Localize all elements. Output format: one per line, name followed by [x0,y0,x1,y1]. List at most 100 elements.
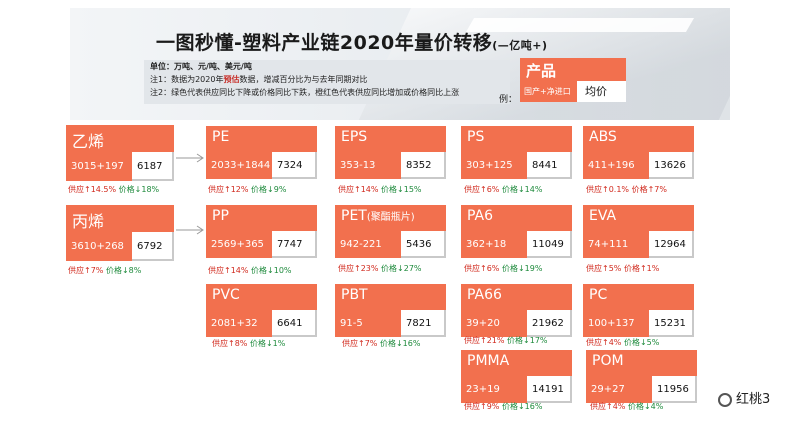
note-1: 注1：数据为2020年预估数据，增减百分比为与去年同期对比 [150,73,510,86]
page-title: 一图秒懂-塑料产业链2020年量价转移(—亿吨+) [156,28,548,55]
card-name: PA66 [467,287,502,303]
price-change: 价格↓18% [118,185,160,194]
card-supply: 23+19 [461,376,527,403]
change-pa6: 供应↑6% 价格↓19% [464,263,542,274]
change-pp: 供应↑14% 价格↓10% [208,265,292,276]
card-supply: 39+20 [461,310,527,337]
card-top [586,350,697,376]
card-price: 11049 [527,231,572,258]
note-2: 注2：绿色代表供应同比下降或价格同比下跌，橙红色代表供应同比增加或价格同比上涨 [150,88,460,97]
card-name-sub: (聚酯瓶片) [366,212,415,223]
price-change: 价格↓17% [507,336,548,345]
supply-change: 供应↑7% [342,339,378,348]
card-price: 14191 [527,376,572,403]
card-top [66,125,174,152]
card-supply: 2033+1844 [206,152,272,179]
card-name: EVA [589,208,617,224]
card-pmma: PMMA 23+19 14191 [461,350,572,403]
example-name: 产品 [526,62,557,80]
example-card-top [520,58,626,81]
card-top [461,284,572,310]
watermark: 红桃3 [718,388,770,407]
card-supply: 29+27 [586,376,652,403]
card-top [206,205,317,231]
card-name: PC [589,287,608,303]
card-supply: 3610+268 [66,232,132,261]
change-pvc: 供应↑8% 价格↓1% [212,338,285,349]
card-price: 5436 [401,231,446,258]
supply-change: 供应↑4% [586,338,622,347]
card-name: 乙烯 [72,132,105,151]
card-supply: 353-13 [335,152,401,179]
change-propylene: 供应↑7% 价格↓8% [68,265,141,276]
change-eva: 供应↑5% 价格↑1% [586,263,659,274]
card-price: 7747 [272,231,317,258]
note-1-prefix: 注1：数据为2020年 [150,75,224,84]
price-change: 价格↓1% [249,339,286,348]
card-name: EPS [341,129,368,145]
card-price: 6641 [272,310,317,337]
card-ps: PS 303+125 8441 [461,126,572,179]
supply-change: 供应↑9% [464,402,500,411]
supply-change: 供应↑4% [590,402,626,411]
change-pbt: 供应↑7% 价格↓16% [342,338,420,349]
card-price: 7821 [401,310,446,337]
price-change: 价格↓10% [251,266,292,275]
card-pe: PE 2033+1844 7324 [206,126,317,179]
supply-change: 供应↑14% [338,185,379,194]
card-price: 7324 [272,152,317,179]
card-eva: EVA 74+111 12964 [583,205,694,258]
card-price: 21962 [527,310,572,337]
card-name: PA6 [467,208,494,224]
card-top [461,126,572,152]
card-top [335,205,446,231]
card-pom: POM 29+27 11956 [586,350,697,403]
change-pa66: 供应↑21% 价格↓17% [464,335,548,346]
card-pet: PET(聚酯瓶片) 942-221 5436 [335,205,446,258]
change-eps: 供应↑14% 价格↓15% [338,184,422,195]
example-label: 例： [499,95,518,105]
price-change: 价格↓5% [623,338,660,347]
card-pp: PP 2569+365 7747 [206,205,317,258]
supply-change: 供应↑6% [464,264,500,273]
change-pet: 供应↑23% 价格↓27% [338,263,422,274]
unit-line: 单位：万吨、元/吨、美元/吨 [150,62,252,71]
card-supply: 2081+32 [206,310,272,337]
card-name: ABS [589,129,617,145]
card-abs: ABS 411+196 13626 [583,126,694,179]
change-pe: 供应↑12% 价格↓9% [208,184,286,195]
card-top [583,205,694,231]
card-propylene: 丙烯 3610+268 6792 [66,205,174,261]
note-1-suffix: 数据，增减百分比为与去年同期对比 [239,75,368,84]
supply-change: 供应↑8% [212,339,248,348]
card-top [583,126,694,152]
notes-box: 单位：万吨、元/吨、美元/吨 注1：数据为2020年预估数据，增减百分比为与去年… [144,60,510,104]
price-change: 价格↓19% [501,264,543,273]
card-supply: 91-5 [335,310,401,337]
arrow-ethylene-to-pe [176,153,204,163]
card-pa6: PA6 362+18 11049 [461,205,572,258]
watermark-text: 红桃3 [736,392,771,407]
change-ps: 供应↑6% 价格↓14% [464,184,542,195]
supply-change: 供应↑23% [338,264,379,273]
card-supply: 3015+197 [66,152,132,181]
card-name: PVC [212,287,240,303]
change-pc: 供应↑4% 价格↓5% [586,337,659,348]
price-change: 价格↓15% [381,185,422,194]
price-change: 价格↓14% [501,185,543,194]
title-text: 一图秒懂-塑料产业链2020年量价转移 [156,32,493,54]
price-change: 价格↓16% [379,339,421,348]
supply-change: 供应↑6% [464,185,500,194]
supply-change: 供应↑14% [208,266,249,275]
card-supply: 411+196 [583,152,649,179]
title-unit: (—亿吨+) [492,39,548,52]
card-price: 6792 [132,232,174,261]
card-pbt: PBT 91-5 7821 [335,284,446,337]
card-price: 13626 [649,152,694,179]
card-top [461,205,572,231]
card-supply: 362+18 [461,231,527,258]
change-abs: 供应↑0.1% 价格↑7% [586,184,667,195]
card-price: 15231 [649,310,694,337]
price-change: 价格↑7% [631,185,667,194]
card-supply: 100+137 [583,310,649,337]
